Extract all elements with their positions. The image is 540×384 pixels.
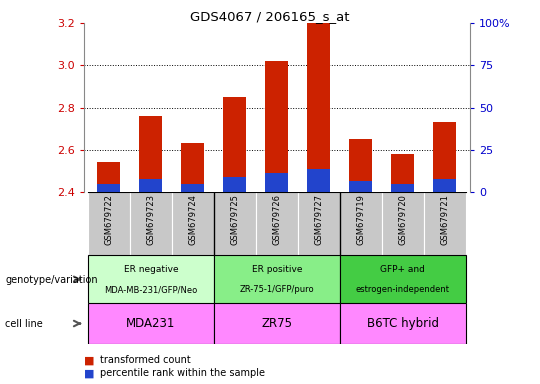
Text: estrogen-independent: estrogen-independent bbox=[356, 285, 450, 295]
Bar bbox=[298, 192, 340, 255]
Text: ER negative: ER negative bbox=[124, 265, 178, 274]
Text: ER positive: ER positive bbox=[252, 265, 302, 274]
Bar bbox=[391, 184, 414, 192]
Text: GFP+ and: GFP+ and bbox=[380, 265, 425, 274]
Text: percentile rank within the sample: percentile rank within the sample bbox=[100, 368, 265, 378]
Text: GSM679723: GSM679723 bbox=[146, 194, 156, 245]
Bar bbox=[223, 97, 246, 192]
Bar bbox=[349, 181, 372, 192]
Text: GSM679720: GSM679720 bbox=[398, 194, 407, 245]
Bar bbox=[307, 23, 330, 192]
Bar bbox=[265, 173, 288, 192]
Bar bbox=[214, 192, 256, 255]
Text: GSM679722: GSM679722 bbox=[104, 194, 113, 245]
Text: GSM679721: GSM679721 bbox=[440, 194, 449, 245]
Text: B6TC hybrid: B6TC hybrid bbox=[367, 317, 438, 330]
Text: ■: ■ bbox=[84, 355, 94, 365]
Bar bbox=[340, 192, 382, 255]
Bar bbox=[340, 303, 465, 344]
Text: GSM679719: GSM679719 bbox=[356, 194, 365, 245]
Text: MDA-MB-231/GFP/Neo: MDA-MB-231/GFP/Neo bbox=[104, 285, 198, 295]
Bar bbox=[181, 143, 204, 192]
Text: GSM679726: GSM679726 bbox=[272, 194, 281, 245]
Text: ZR-75-1/GFP/puro: ZR-75-1/GFP/puro bbox=[239, 285, 314, 295]
Bar bbox=[307, 169, 330, 192]
Bar bbox=[382, 192, 424, 255]
Bar bbox=[130, 192, 172, 255]
Text: transformed count: transformed count bbox=[100, 355, 191, 365]
Text: MDA231: MDA231 bbox=[126, 317, 176, 330]
Bar bbox=[214, 255, 340, 303]
Text: cell line: cell line bbox=[5, 319, 43, 329]
Bar bbox=[139, 116, 163, 192]
Bar bbox=[433, 122, 456, 192]
Text: GDS4067 / 206165_s_at: GDS4067 / 206165_s_at bbox=[190, 10, 350, 23]
Text: ■: ■ bbox=[84, 368, 94, 378]
Bar bbox=[139, 179, 163, 192]
Bar bbox=[97, 184, 120, 192]
Bar bbox=[172, 192, 214, 255]
Text: GSM679724: GSM679724 bbox=[188, 194, 197, 245]
Bar bbox=[256, 192, 298, 255]
Bar bbox=[349, 139, 372, 192]
Bar bbox=[88, 192, 130, 255]
Bar bbox=[97, 162, 120, 192]
Bar bbox=[391, 154, 414, 192]
Bar bbox=[433, 179, 456, 192]
Text: genotype/variation: genotype/variation bbox=[5, 275, 98, 285]
Bar bbox=[214, 303, 340, 344]
Bar bbox=[265, 61, 288, 192]
Text: ZR75: ZR75 bbox=[261, 317, 292, 330]
Bar bbox=[223, 177, 246, 192]
Bar bbox=[181, 184, 204, 192]
Bar bbox=[88, 255, 214, 303]
Bar bbox=[88, 303, 214, 344]
Text: GSM679727: GSM679727 bbox=[314, 194, 323, 245]
Text: GSM679725: GSM679725 bbox=[230, 194, 239, 245]
Bar bbox=[340, 255, 465, 303]
Bar bbox=[424, 192, 465, 255]
